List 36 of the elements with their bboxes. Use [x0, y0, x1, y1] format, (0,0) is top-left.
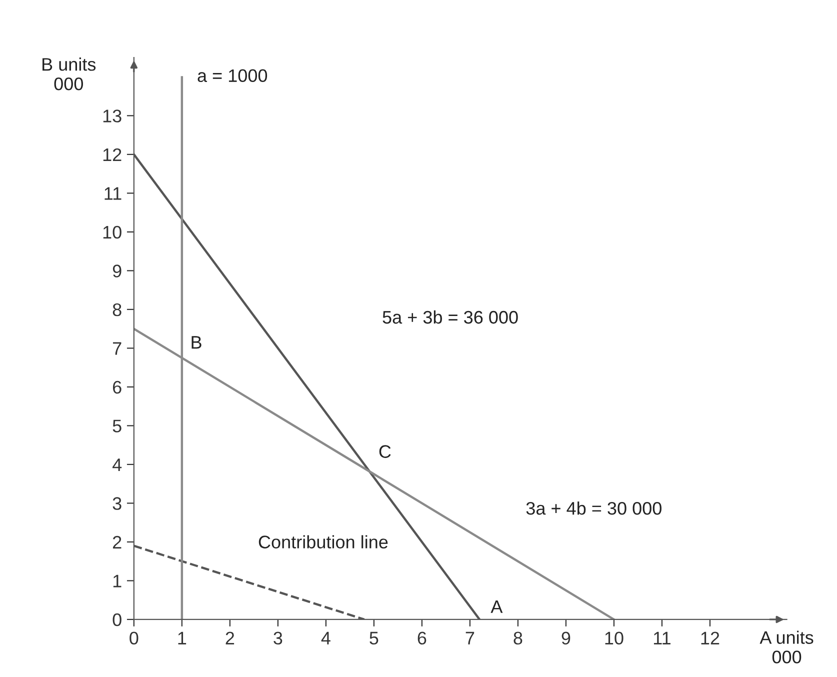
x-tick-label: 2: [226, 632, 234, 644]
x-tick-label: 9: [562, 632, 570, 645]
y-tick-label: 1: [113, 574, 122, 588]
y-tick-label: 11: [104, 187, 122, 200]
x-tick-label: 6: [418, 632, 426, 645]
x-axis-title: A units 000: [760, 630, 814, 664]
x-tick-label: 8: [514, 632, 522, 645]
y-tick-label: 8: [112, 303, 122, 316]
x-tick-label: 11: [654, 632, 670, 644]
ref-line-label: a = 1000: [198, 69, 268, 82]
annotation: B: [192, 336, 202, 349]
y-axis-title: B units 000: [42, 58, 96, 90]
y-tick-label: 12: [103, 148, 122, 161]
x-tick-label: 5: [370, 632, 378, 645]
annotation: A: [490, 600, 503, 613]
y-tick-label: 5: [112, 420, 122, 432]
y-tick-label: 9: [112, 264, 122, 278]
x-tick-label: 12: [701, 632, 720, 644]
x-tick-label: 10: [605, 632, 624, 645]
x-tick-label: 7: [466, 632, 474, 644]
x-tick-label: 1: [178, 632, 186, 644]
annotation: C: [379, 445, 391, 458]
x-tick-label: 0: [130, 632, 138, 645]
annotation: Contribution line: [258, 535, 388, 548]
y-tick-label: 2: [112, 536, 122, 548]
y-tick-label: 6: [112, 380, 122, 394]
y-tick-label: 4: [112, 458, 122, 471]
annotation: 5a + 3b = 36 000: [382, 310, 518, 324]
x-tick-label: 3: [274, 632, 282, 645]
y-tick-label: 3: [112, 497, 122, 510]
y-tick-label: 10: [103, 226, 122, 239]
annotation: 3a + 4b = 30 000: [526, 501, 662, 515]
y-tick-label: 7: [113, 342, 122, 355]
x-tick-label: 4: [321, 632, 330, 644]
y-tick-label: 13: [103, 110, 122, 122]
y-tick-label: 0: [112, 613, 122, 626]
